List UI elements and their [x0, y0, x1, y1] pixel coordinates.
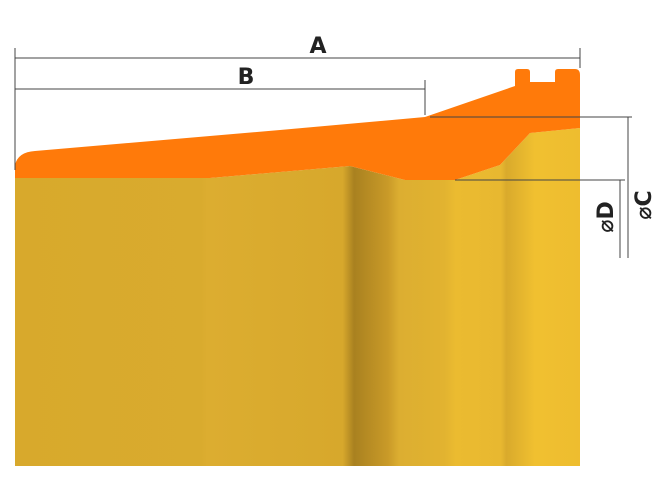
label-c: ⌀C	[632, 190, 657, 219]
dimension-lines	[14, 48, 632, 258]
label-a: A	[309, 34, 326, 59]
pipe-body	[15, 128, 580, 466]
seal-profile	[15, 69, 580, 180]
label-b: B	[238, 65, 255, 90]
label-d: ⌀D	[594, 201, 619, 233]
pipe	[15, 69, 580, 466]
